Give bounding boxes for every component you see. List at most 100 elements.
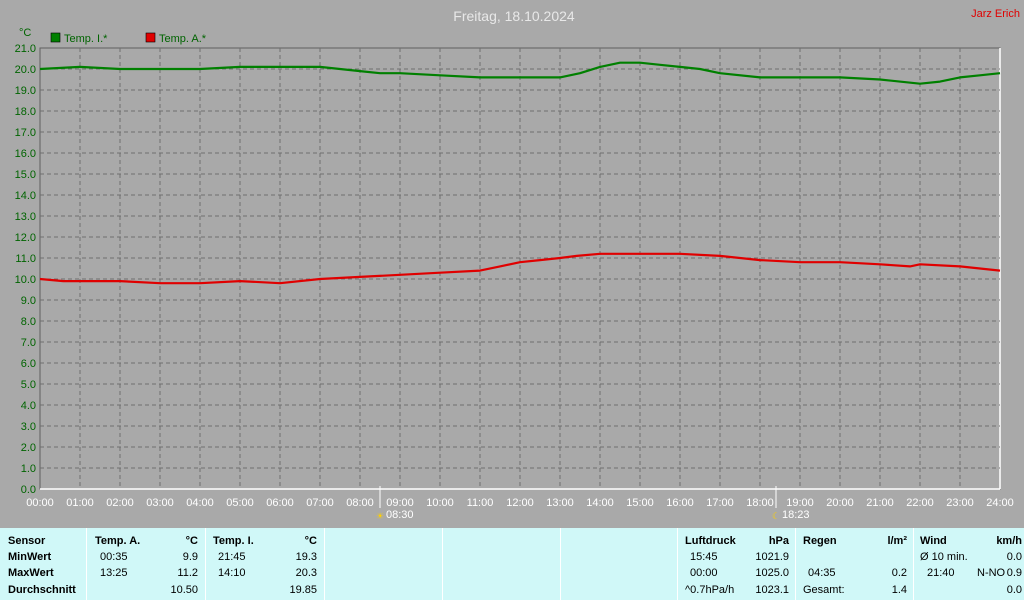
wind-max-value: 0.9 (1006, 567, 1022, 579)
temp-i-min-time: 21:45 (218, 551, 246, 563)
max-label: MaxWert (8, 567, 54, 579)
y-tick-label: 7.0 (21, 337, 36, 349)
sunset-marker: ☾ 18:23 (772, 486, 810, 521)
y-tick-label: 18.0 (15, 106, 36, 118)
pressure-max-time: 00:00 (690, 567, 718, 579)
x-tick-label: 03:00 (146, 497, 174, 509)
sun-icon: ☀ (376, 511, 384, 521)
panel-divider (560, 528, 561, 600)
panel-divider (205, 528, 206, 600)
x-tick-label: 19:00 (786, 497, 814, 509)
temp-i-max-time: 14:10 (218, 567, 246, 579)
y-tick-label: 15.0 (15, 169, 36, 181)
series-line-temp-i (39, 61, 1001, 85)
panel-divider (442, 528, 443, 600)
wind-avg-value: 0.0 (1006, 551, 1022, 563)
pressure-min-value: 1021.9 (755, 551, 789, 563)
x-tick-label: 00:00 (26, 497, 54, 509)
sensor-label: Sensor (8, 535, 46, 547)
grid-lines (40, 48, 1000, 489)
temp-i-avg-value: 19.85 (289, 584, 317, 596)
x-axis-ticks: 00:00 01:00 02:00 03:00 04:00 05:00 06:00 07:00… (26, 497, 1014, 509)
y-tick-label: 19.0 (15, 85, 36, 97)
temp-a-avg-value: 10.50 (170, 584, 198, 596)
x-tick-label: 14:00 (586, 497, 614, 509)
moon-icon: ☾ (772, 511, 780, 521)
rain-max-time: 04:35 (808, 567, 836, 579)
y-tick-label: 16.0 (15, 148, 36, 160)
temp-i-header: Temp. I. (213, 535, 254, 547)
x-tick-label: 15:00 (626, 497, 654, 509)
x-tick-label: 10:00 (426, 497, 454, 509)
rain-total-value: 1.4 (891, 584, 907, 596)
avg-label: Durchschnitt (8, 584, 76, 596)
temp-a-max-time: 13:25 (100, 567, 128, 579)
temp-i-min-value: 19.3 (295, 551, 317, 563)
temp-a-min-time: 00:35 (100, 551, 128, 563)
x-tick-label: 18:00 (746, 497, 774, 509)
panel-divider (913, 528, 914, 600)
y-tick-label: 20.0 (15, 64, 36, 76)
temp-a-unit: °C (185, 535, 198, 547)
wind-current-value: 0.0 (1006, 584, 1022, 596)
x-tick-label: 22:00 (906, 497, 934, 509)
y-tick-label: 13.0 (15, 211, 36, 223)
y-tick-label: 0.0 (21, 484, 36, 496)
temp-i-max-value: 20.3 (295, 567, 317, 579)
panel-divider (324, 528, 325, 600)
y-axis-unit: °C (19, 27, 31, 39)
pressure-header: Luftdruck (685, 535, 736, 547)
min-label: MinWert (8, 551, 52, 563)
wind-max-time: 21:40 (927, 567, 955, 579)
y-tick-label: 5.0 (21, 379, 36, 391)
rain-max-value: 0.2 (891, 567, 907, 579)
x-tick-label: 12:00 (506, 497, 534, 509)
y-tick-label: 10.0 (15, 274, 36, 286)
x-tick-label: 13:00 (546, 497, 574, 509)
legend-label-temp-i: Temp. I.* (64, 33, 108, 45)
pressure-min-time: 15:45 (690, 551, 718, 563)
pressure-avg-value: 1023.1 (755, 584, 789, 596)
legend-swatch-temp-a (145, 32, 156, 43)
series-lines (39, 61, 1001, 285)
temp-a-header: Temp. A. (95, 535, 141, 547)
y-tick-label: 21.0 (15, 43, 36, 55)
x-tick-label: 11:00 (467, 497, 494, 509)
y-tick-label: 11.0 (15, 253, 36, 265)
x-tick-label: 02:00 (106, 497, 134, 509)
y-tick-label: 12.0 (15, 232, 36, 244)
x-tick-label: 21:00 (866, 497, 894, 509)
legend-label-temp-a: Temp. A.* (159, 33, 207, 45)
rain-total-label: Gesamt: (803, 584, 845, 596)
x-tick-label: 16:00 (666, 497, 694, 509)
x-tick-label: 05:00 (226, 497, 254, 509)
y-tick-label: 1.0 (21, 463, 36, 475)
panel-divider (677, 528, 678, 600)
y-tick-label: 4.0 (21, 400, 36, 412)
temp-a-min-value: 9.9 (182, 551, 198, 563)
legend-swatch-temp-i (50, 32, 61, 43)
series-line-temp-a (39, 252, 1001, 285)
y-tick-label: 2.0 (21, 442, 36, 454)
y-tick-label: 3.0 (21, 421, 36, 433)
y-axis-ticks: 0.0 1.0 2.0 3.0 4.0 5.0 6.0 7.0 8.0 9.0 10.0 11.0 12… (15, 43, 36, 496)
sunset-time: 18:23 (782, 509, 810, 521)
author-label: Jarz Erich (971, 8, 1020, 20)
x-tick-label: 23:00 (946, 497, 974, 509)
temperature-chart: Freitag, 18.10.2024 Jarz Erich °C Temp. … (15, 8, 1020, 521)
x-tick-label: 17:00 (706, 497, 734, 509)
x-tick-label: 07:00 (306, 497, 334, 509)
x-tick-label: 24:00 (986, 497, 1014, 509)
wind-avg-label: Ø 10 min. (920, 551, 968, 563)
temp-a-max-value: 11.2 (177, 567, 198, 579)
x-tick-label: 08:00 (346, 497, 374, 509)
pressure-max-value: 1025.0 (755, 567, 789, 579)
wind-direction: N-NO (977, 567, 1006, 579)
wind-header: Wind (920, 535, 947, 547)
chart-title: Freitag, 18.10.2024 (453, 8, 575, 24)
y-tick-label: 17.0 (15, 127, 36, 139)
wind-unit: km/h (996, 535, 1022, 547)
x-tick-label: 20:00 (826, 497, 854, 509)
pressure-unit: hPa (768, 535, 789, 547)
y-tick-label: 9.0 (21, 295, 36, 307)
